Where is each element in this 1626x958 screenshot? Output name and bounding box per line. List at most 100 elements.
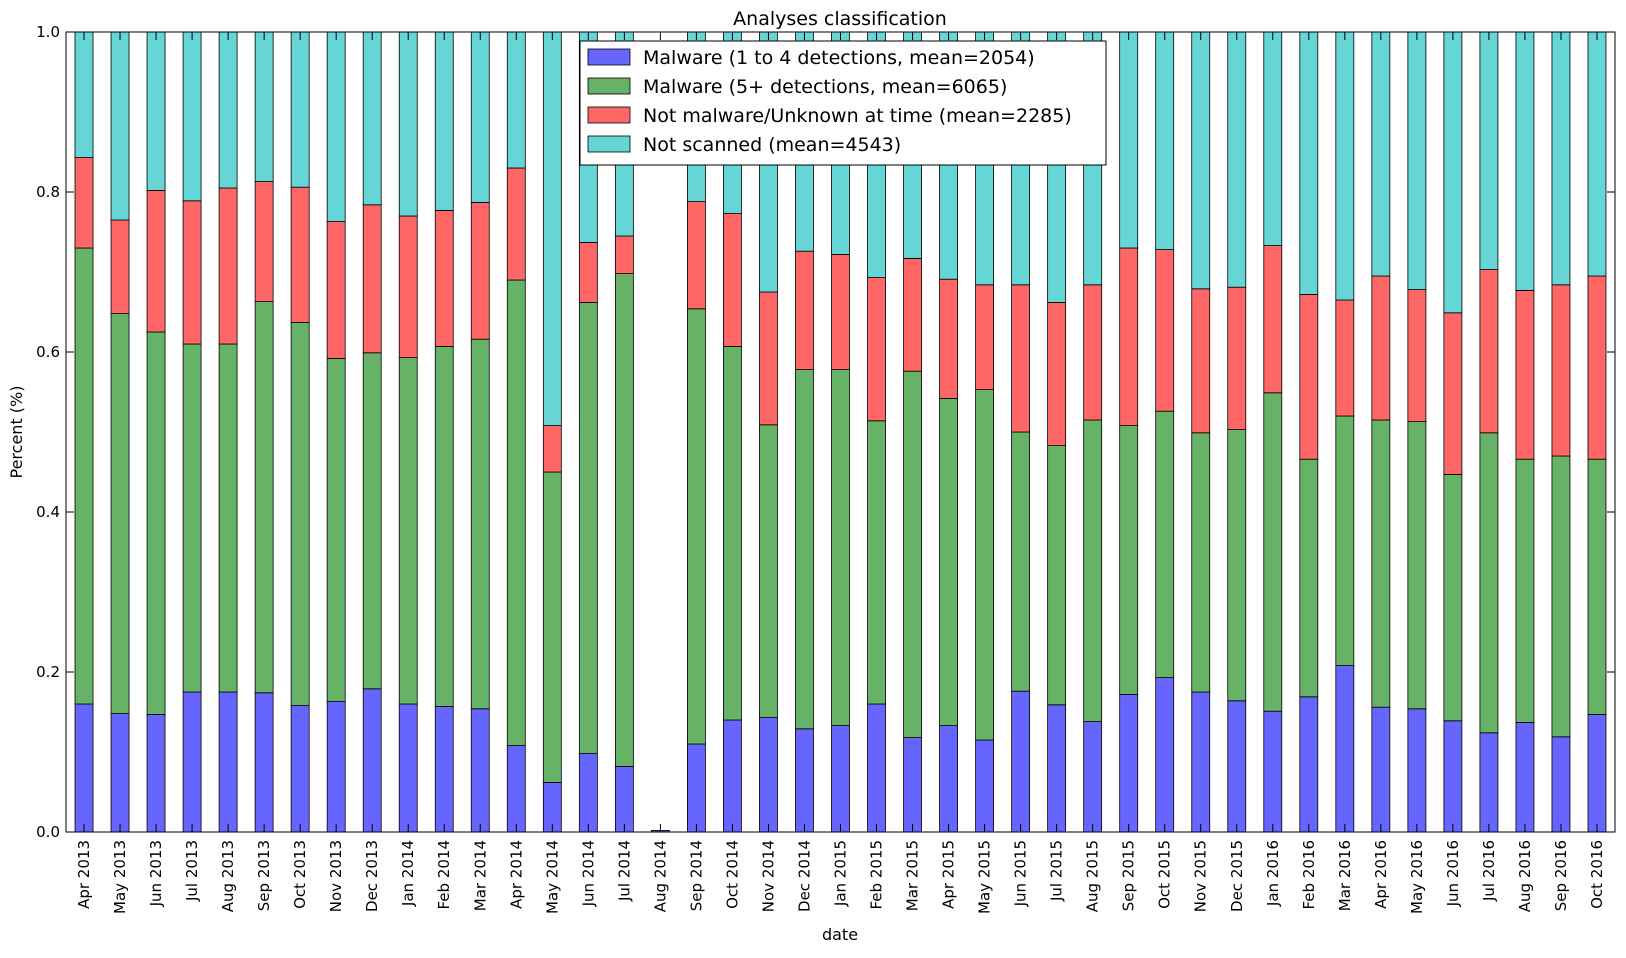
bar-segment-series3-39 [1479, 31, 1499, 271]
bar-segment-series0-19 [759, 717, 778, 833]
bar-segment-series0-42 [1587, 714, 1607, 833]
bar-segment-series2-32 [1227, 286, 1247, 431]
bar-segment-series2-39 [1479, 269, 1499, 434]
bar-segment-series0-22 [867, 703, 886, 833]
bar-segment-series1-33 [1263, 392, 1283, 712]
bar-segment-series0-21 [831, 725, 850, 833]
bar-segment-series0-2 [146, 714, 166, 833]
x-tick-label-17: Sep 2014 [687, 840, 705, 911]
bar-segment-series3-9 [398, 31, 418, 217]
bar-segment-series2-41 [1551, 284, 1571, 457]
bar-segment-series1-41 [1551, 455, 1571, 738]
bar-segment-series2-4 [218, 187, 238, 345]
bar-segment-series3-8 [362, 31, 382, 206]
bar-segment-series1-4 [218, 343, 238, 693]
bar-segment-series2-29 [1119, 247, 1139, 427]
bar-segment-series3-13 [542, 31, 562, 427]
bar-segment-series1-18 [723, 345, 742, 721]
x-tick-label-2: Jun 2013 [147, 840, 165, 907]
y-axis-ticks: 0.0 0.2 0.4 0.6 0.8 1.0 [36, 23, 1615, 841]
bar-segment-series1-29 [1119, 425, 1139, 695]
bar-segment-series0-28 [1083, 721, 1103, 833]
x-tick-label-26: Jun 2015 [1012, 840, 1030, 907]
bar-segment-series0-1 [110, 713, 130, 833]
bar-segment-series0-8 [362, 688, 382, 833]
bar-segment-series3-40 [1515, 31, 1535, 291]
bar-segment-series0-0 [74, 703, 94, 833]
x-tick-label-6: Oct 2013 [291, 840, 309, 909]
bar-segment-series2-2 [146, 189, 166, 333]
bar-segment-series2-1 [110, 219, 130, 314]
bar-segment-series0-3 [182, 691, 202, 833]
x-tick-label-23: Mar 2015 [904, 840, 922, 911]
bar-segment-series0-20 [795, 728, 814, 833]
bar-segment-series0-41 [1551, 736, 1571, 833]
bar-segment-series1-11 [470, 338, 490, 710]
bar-segment-series3-36 [1371, 31, 1391, 277]
bar-segment-series0-12 [506, 745, 526, 833]
bar-segment-series0-6 [290, 705, 310, 833]
bar-segment-series1-26 [1011, 431, 1031, 692]
y-tick-label-2: 0.4 [36, 503, 60, 521]
bar-segment-series1-39 [1479, 432, 1499, 734]
bar-segment-series1-37 [1407, 421, 1427, 710]
legend-label-2: Not malware/Unknown at time (mean=2285) [643, 105, 1072, 127]
legend-label-1: Malware (5+ detections, mean=6065) [643, 76, 1007, 98]
bar-segment-series0-25 [975, 739, 995, 833]
bar-segment-series2-27 [1047, 301, 1067, 446]
bar-segment-series0-30 [1155, 677, 1175, 833]
legend: Malware (1 to 4 detections, mean=2054) Ma… [579, 40, 1107, 166]
bar-segment-series0-9 [398, 703, 418, 833]
bar-segment-series1-40 [1515, 458, 1535, 723]
chart-title: Analyses classification [733, 8, 947, 30]
bar-segment-series1-2 [146, 331, 166, 715]
bar-segment-series2-25 [975, 284, 995, 390]
bar-segment-series2-42 [1587, 275, 1607, 460]
bar-segment-series0-7 [326, 701, 346, 833]
legend-box [579, 40, 1107, 166]
bar-segment-series0-24 [939, 725, 958, 833]
bar-segment-series1-28 [1083, 419, 1103, 723]
x-tick-label-7: Nov 2013 [327, 840, 345, 912]
bar-segment-series3-11 [470, 31, 490, 203]
bar-segment-series2-10 [434, 209, 454, 347]
x-axis-label: date [822, 925, 858, 944]
bar-segment-series1-10 [434, 345, 454, 707]
bar-segment-series2-5 [254, 181, 274, 303]
x-tick-label-31: Nov 2015 [1192, 840, 1210, 912]
y-tick-label-0: 0.0 [36, 823, 60, 841]
bar-segment-series2-6 [290, 186, 310, 323]
bar-segment-series2-13 [542, 425, 562, 473]
x-tick-label-42: Oct 2016 [1588, 840, 1606, 909]
bar-segment-series2-15 [614, 235, 634, 274]
bar-segment-series1-36 [1371, 419, 1391, 708]
bar-segment-series3-6 [290, 31, 310, 188]
bar-segment-series3-0 [74, 31, 94, 158]
bar-segment-series2-34 [1299, 293, 1319, 460]
bar-segment-series2-18 [723, 213, 742, 347]
legend-swatch-2 [587, 106, 631, 124]
x-tick-label-29: Sep 2015 [1120, 840, 1138, 911]
bar-segment-series0-31 [1191, 691, 1211, 833]
x-tick-label-9: Jan 2014 [399, 840, 417, 907]
x-tick-label-10: Feb 2014 [435, 840, 453, 910]
legend-label-3: Not scanned (mean=4543) [643, 134, 901, 156]
x-tick-label-41: Sep 2016 [1552, 840, 1570, 911]
bar-segment-series0-5 [254, 692, 274, 833]
x-tick-label-35: Mar 2016 [1336, 840, 1354, 911]
bar-segment-series0-32 [1227, 700, 1247, 833]
bar-segment-series0-15 [614, 766, 634, 833]
x-tick-label-30: Oct 2015 [1156, 840, 1174, 909]
x-tick-label-27: Jul 2015 [1048, 840, 1066, 902]
bar-segment-series2-40 [1515, 289, 1535, 460]
bar-segment-series1-19 [759, 424, 778, 718]
bar-segment-series0-11 [470, 708, 490, 833]
bar-segment-series2-7 [326, 221, 346, 359]
bar-segment-series3-3 [182, 31, 202, 202]
bar-segment-series1-14 [578, 301, 598, 755]
bar-segment-series3-34 [1299, 31, 1319, 295]
bar-segment-series3-1 [110, 31, 130, 221]
bar-segment-series1-34 [1299, 458, 1319, 698]
bar-segment-series2-33 [1263, 245, 1283, 394]
bar-segment-series1-8 [362, 352, 382, 690]
